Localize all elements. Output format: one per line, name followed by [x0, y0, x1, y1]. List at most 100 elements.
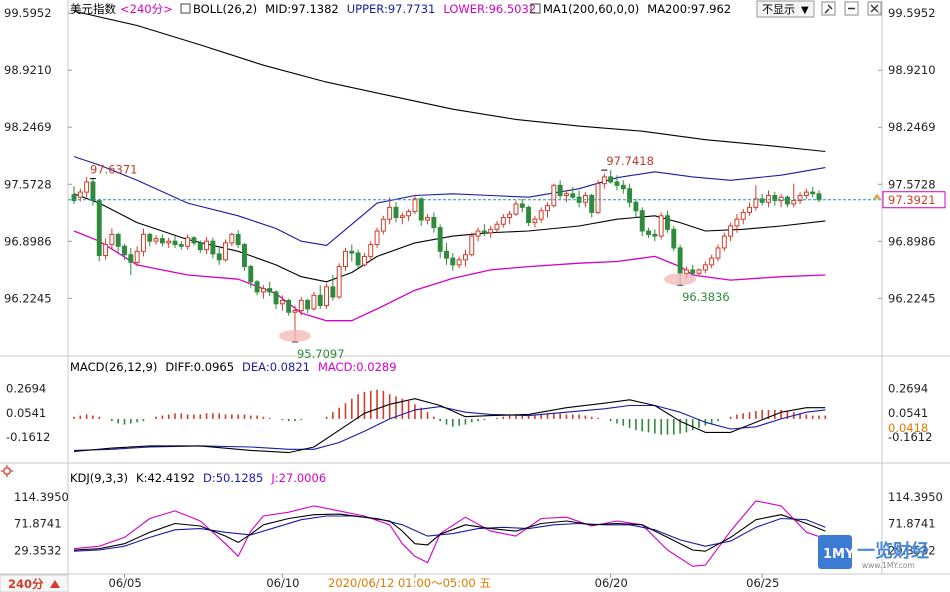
- time-tick-label: 06/25: [746, 576, 779, 590]
- kdj-tick-right: 114.3950: [888, 490, 943, 504]
- candle-down: [481, 230, 487, 234]
- ma200-line: [73, 10, 826, 153]
- last-price-marker-icon: [873, 193, 881, 199]
- candle-up: [778, 196, 784, 202]
- kdj-k-series: [73, 513, 826, 552]
- candle-up: [412, 198, 418, 213]
- candle-down: [431, 216, 437, 229]
- candle-up: [406, 211, 412, 217]
- macd-tick-left: -0.1612: [6, 430, 50, 444]
- annotation-label: 96.3836: [682, 290, 730, 304]
- kdj-settings-icon[interactable]: [1, 465, 13, 477]
- candle-up: [582, 194, 588, 203]
- candle-up: [166, 240, 172, 244]
- candle-down: [330, 286, 336, 298]
- price-annotations: 97.6371 97.7418 95.7097 96.3836: [89, 154, 730, 361]
- candle-up: [513, 203, 519, 215]
- macd-current-label: 0.0418: [888, 421, 928, 435]
- candle-up: [728, 225, 734, 237]
- boll-checkbox[interactable]: [180, 3, 191, 14]
- macd-diff-series: [73, 398, 826, 454]
- candle-down: [608, 176, 614, 183]
- candle-up: [475, 230, 481, 237]
- candle-down: [248, 266, 254, 283]
- candle-up: [462, 254, 468, 261]
- candle-up: [500, 216, 506, 225]
- svg-text:1MY: 1MY: [823, 547, 855, 562]
- candle-up: [532, 218, 538, 224]
- scroll-up-icon: [50, 580, 60, 588]
- annotation-label: 97.6371: [90, 163, 138, 177]
- candle-up: [469, 235, 475, 256]
- candle-up: [279, 299, 285, 305]
- candle-down: [197, 242, 203, 251]
- macd-dea-series: [73, 404, 826, 451]
- macd-panel: [73, 389, 827, 454]
- time-tick-label: 2020/06/12 01:00～05:00 五: [328, 576, 491, 590]
- candle-up: [387, 206, 393, 220]
- ma-checkbox[interactable]: [530, 3, 541, 14]
- candle-down: [620, 184, 626, 190]
- candle-down: [115, 233, 121, 247]
- candle-down: [355, 252, 361, 266]
- candle-down: [519, 203, 525, 208]
- candle-up: [77, 191, 83, 198]
- candle-up: [109, 233, 115, 246]
- candle-down: [816, 193, 822, 201]
- candle-down: [570, 193, 576, 198]
- candle-down: [267, 288, 273, 293]
- candle-down: [349, 250, 355, 254]
- hide-indicator-button[interactable]: 不显示 ▼: [756, 0, 815, 18]
- candle-up: [103, 244, 109, 257]
- price-tick-right: 97.5728: [888, 177, 936, 191]
- kdj-tick-right: 29.3532: [888, 543, 936, 557]
- macd-tick-right: 0.2694: [888, 382, 928, 396]
- candle-up: [153, 238, 159, 242]
- kdj-legend-item-3: J:27.0006: [270, 471, 326, 485]
- candle-up: [696, 269, 702, 274]
- collapse-icon[interactable]: [844, 1, 859, 16]
- candle-up: [374, 230, 380, 246]
- close-icon[interactable]: [867, 1, 882, 16]
- candle-up: [185, 237, 191, 247]
- candle-up: [84, 181, 90, 193]
- candle-down: [633, 201, 639, 212]
- candle-up: [709, 257, 715, 266]
- candle-up: [494, 223, 500, 230]
- candle-down: [450, 257, 456, 266]
- candle-up: [551, 184, 557, 207]
- candle-down: [671, 228, 677, 249]
- main-legend-item-0: BOLL(26,2): [193, 2, 257, 16]
- candle-up: [204, 240, 210, 251]
- candle-down: [810, 191, 816, 195]
- settings-icon[interactable]: [821, 1, 836, 16]
- candle-down: [652, 233, 658, 237]
- candlesticks: [71, 170, 822, 342]
- candle-up: [740, 211, 746, 220]
- candle-up: [343, 250, 348, 268]
- price-tick-right: 98.2469: [888, 120, 936, 134]
- last-price-line: 97.3921: [68, 191, 946, 209]
- candle-up: [753, 198, 759, 208]
- period-tab[interactable]: 240分: [0, 574, 69, 592]
- candle-up: [791, 200, 797, 205]
- candle-down: [646, 230, 651, 235]
- time-tick-label: 06/20: [595, 576, 628, 590]
- logo-text: 一览财经: [857, 540, 929, 562]
- ma-legend-item-1: MA200:97.962: [647, 2, 731, 16]
- last-price-box: [882, 191, 946, 209]
- candle-up: [134, 250, 140, 263]
- candle-up: [140, 233, 146, 252]
- price-axis: 99.5952 99.5952 98.9210 98.9210 98.2469 98.24…: [4, 6, 936, 305]
- candle-down: [614, 181, 620, 186]
- candle-down: [444, 250, 449, 259]
- dropdown-caret-icon: ▼: [801, 5, 809, 16]
- candle-down: [235, 233, 241, 246]
- macd-tick-right: -0.1612: [888, 430, 932, 444]
- candle-up: [715, 247, 721, 259]
- candle-up: [564, 193, 569, 196]
- macd-legend-item-1: DIFF:0.0965: [165, 360, 234, 374]
- candle-up: [734, 218, 740, 227]
